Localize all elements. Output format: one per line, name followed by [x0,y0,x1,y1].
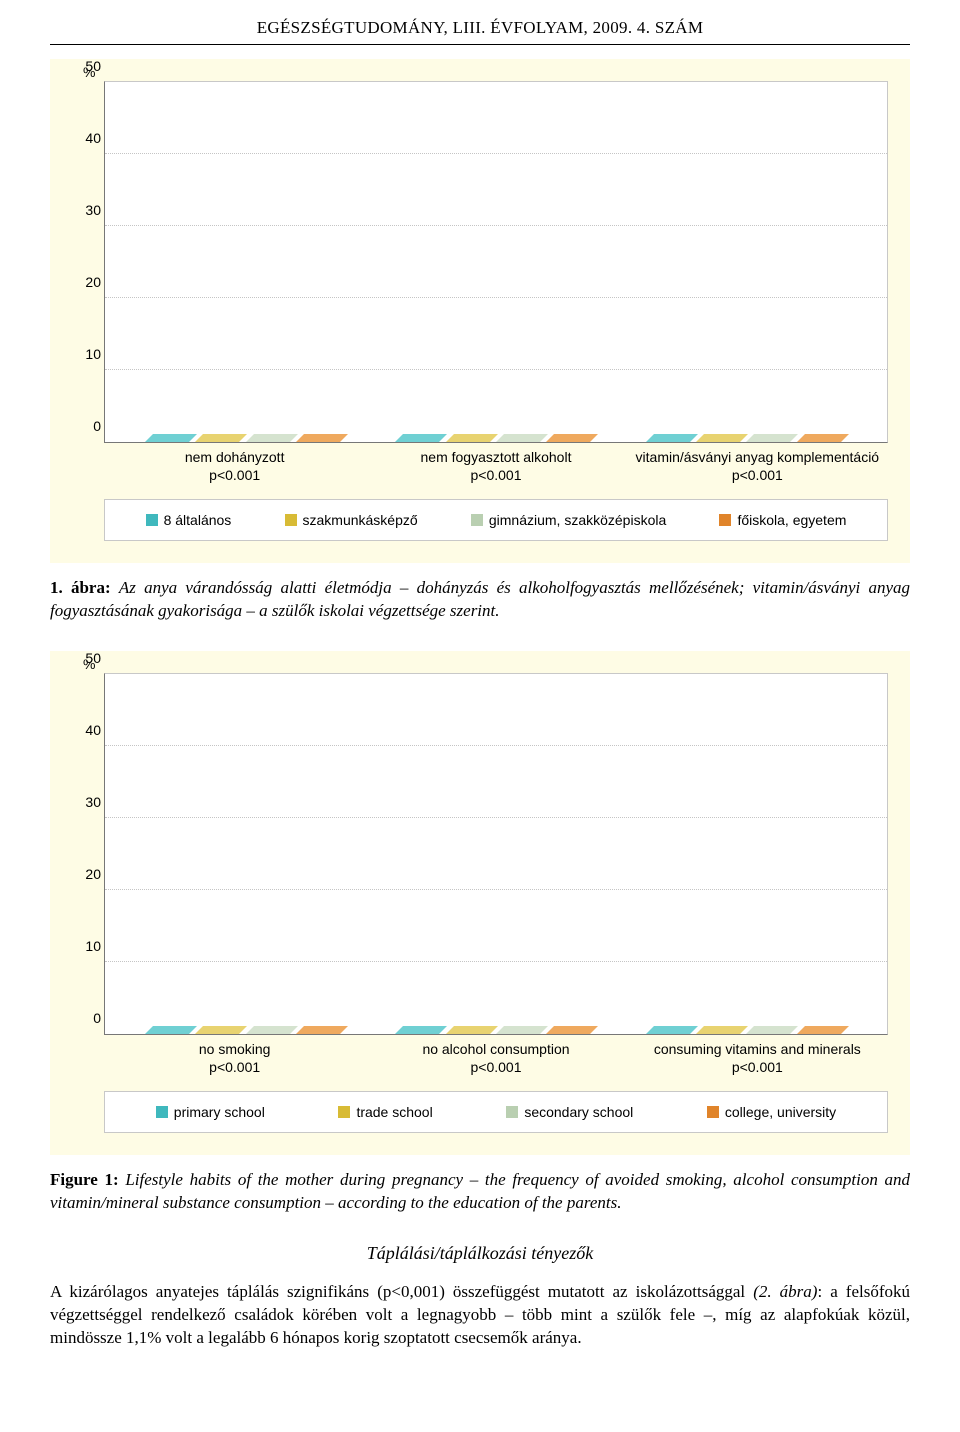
x-category-pvalue: p<0.001 [371,467,620,483]
legend-label: primary school [174,1104,265,1120]
chart-1-caption: 1. ábra: Az anya várandósság alatti élet… [50,577,910,623]
chart-2-plot [105,674,887,1034]
caption-1-text: Az anya várandósság alatti életmódja – d… [50,578,910,620]
legend-swatch [506,1106,518,1118]
legend-item: primary school [156,1104,265,1120]
gridline [105,961,887,962]
x-category-pvalue: p<0.001 [633,1059,882,1075]
x-category-pvalue: p<0.001 [371,1059,620,1075]
x-category: no alcohol consumption p<0.001 [365,1041,626,1075]
x-category-pvalue: p<0.001 [110,467,359,483]
chart-1-xaxis: nem dohányzottp<0.001nem fogyasztott alk… [104,449,888,483]
x-category-label: vitamin/ásványi anyag komplementáció [633,449,882,465]
x-category: nem fogyasztott alkoholt p<0.001 [365,449,626,483]
x-category-label: consuming vitamins and minerals [633,1041,882,1057]
legend-swatch [719,514,731,526]
y-tick-label: 10 [77,346,101,362]
gridline [105,297,887,298]
chart-2-caption: Figure 1: Lifestyle habits of the mother… [50,1169,910,1215]
legend-item: 8 általános [146,512,232,528]
legend-label: főiskola, egyetem [737,512,846,528]
legend-swatch [146,514,158,526]
y-tick-label: 0 [77,418,101,434]
chart-1: % 01020304050 nem dohányzottp<0.001nem f… [50,59,910,563]
chart-2-xaxis: no smoking p<0.001 no alcohol consumption p… [104,1041,888,1075]
legend-item: főiskola, egyetem [719,512,846,528]
x-category: nem dohányzott p<0.001 [104,449,365,483]
chart-1-legend: 8 általános szakmunkásképző gimnázium, sza… [104,499,888,541]
legend-swatch [471,514,483,526]
gridline [105,225,887,226]
section-heading: Táplálási/táplálkozási tényezők [50,1243,910,1264]
y-tick-label: 0 [77,1010,101,1026]
y-tick-label: 50 [77,650,101,666]
y-tick-label: 20 [77,274,101,290]
y-tick-label: 30 [77,202,101,218]
x-category: no smoking p<0.001 [104,1041,365,1075]
legend-item: trade school [338,1104,432,1120]
x-category-label: no smoking [110,1041,359,1057]
legend-swatch [338,1106,350,1118]
legend-swatch [156,1106,168,1118]
y-tick-label: 40 [77,722,101,738]
gridline [105,745,887,746]
chart-1-plot [105,82,887,442]
legend-label: college, university [725,1104,836,1120]
legend-item: szakmunkásképző [285,512,418,528]
legend-item: gimnázium, szakközépiskola [471,512,666,528]
body-text-it: (2. ábra) [753,1282,817,1301]
chart-2-legend: primary school trade school secondary scho… [104,1091,888,1133]
caption-1-lead: 1. ábra: [50,578,111,597]
legend-label: szakmunkásképző [303,512,418,528]
legend-label: 8 általános [164,512,232,528]
legend-label: trade school [356,1104,432,1120]
x-category-label: no alcohol consumption [371,1041,620,1057]
chart-2: % 01020304050 no smokingp<0.001no alcoho… [50,651,910,1155]
y-tick-label: 30 [77,794,101,810]
legend-label: gimnázium, szakközépiskola [489,512,666,528]
x-category-label: nem fogyasztott alkoholt [371,449,620,465]
gridline [105,817,887,818]
legend-item: college, university [707,1104,836,1120]
legend-label: secondary school [524,1104,633,1120]
gridline [105,153,887,154]
legend-swatch [707,1106,719,1118]
x-category-label: nem dohányzott [110,449,359,465]
y-tick-label: 40 [77,130,101,146]
page-header: EGÉSZSÉGTUDOMÁNY, LIII. ÉVFOLYAM, 2009. … [50,0,910,45]
x-category-pvalue: p<0.001 [110,1059,359,1075]
caption-2-lead: Figure 1: [50,1170,119,1189]
body-text-1: A kizárólagos anyatejes táplálás szignif… [50,1282,753,1301]
x-category-pvalue: p<0.001 [633,467,882,483]
legend-item: secondary school [506,1104,633,1120]
y-tick-label: 20 [77,866,101,882]
gridline [105,889,887,890]
x-category: consuming vitamins and minerals p<0.001 [627,1041,888,1075]
legend-swatch [285,514,297,526]
chart-2-frame: % 01020304050 [104,673,888,1035]
caption-2-text: Lifestyle habits of the mother during pr… [50,1170,910,1212]
y-tick-label: 10 [77,938,101,954]
gridline [105,369,887,370]
chart-1-frame: % 01020304050 [104,81,888,443]
body-paragraph: A kizárólagos anyatejes táplálás szignif… [50,1281,910,1350]
y-tick-label: 50 [77,58,101,74]
x-category: vitamin/ásványi anyag komplementáció p<0.… [627,449,888,483]
